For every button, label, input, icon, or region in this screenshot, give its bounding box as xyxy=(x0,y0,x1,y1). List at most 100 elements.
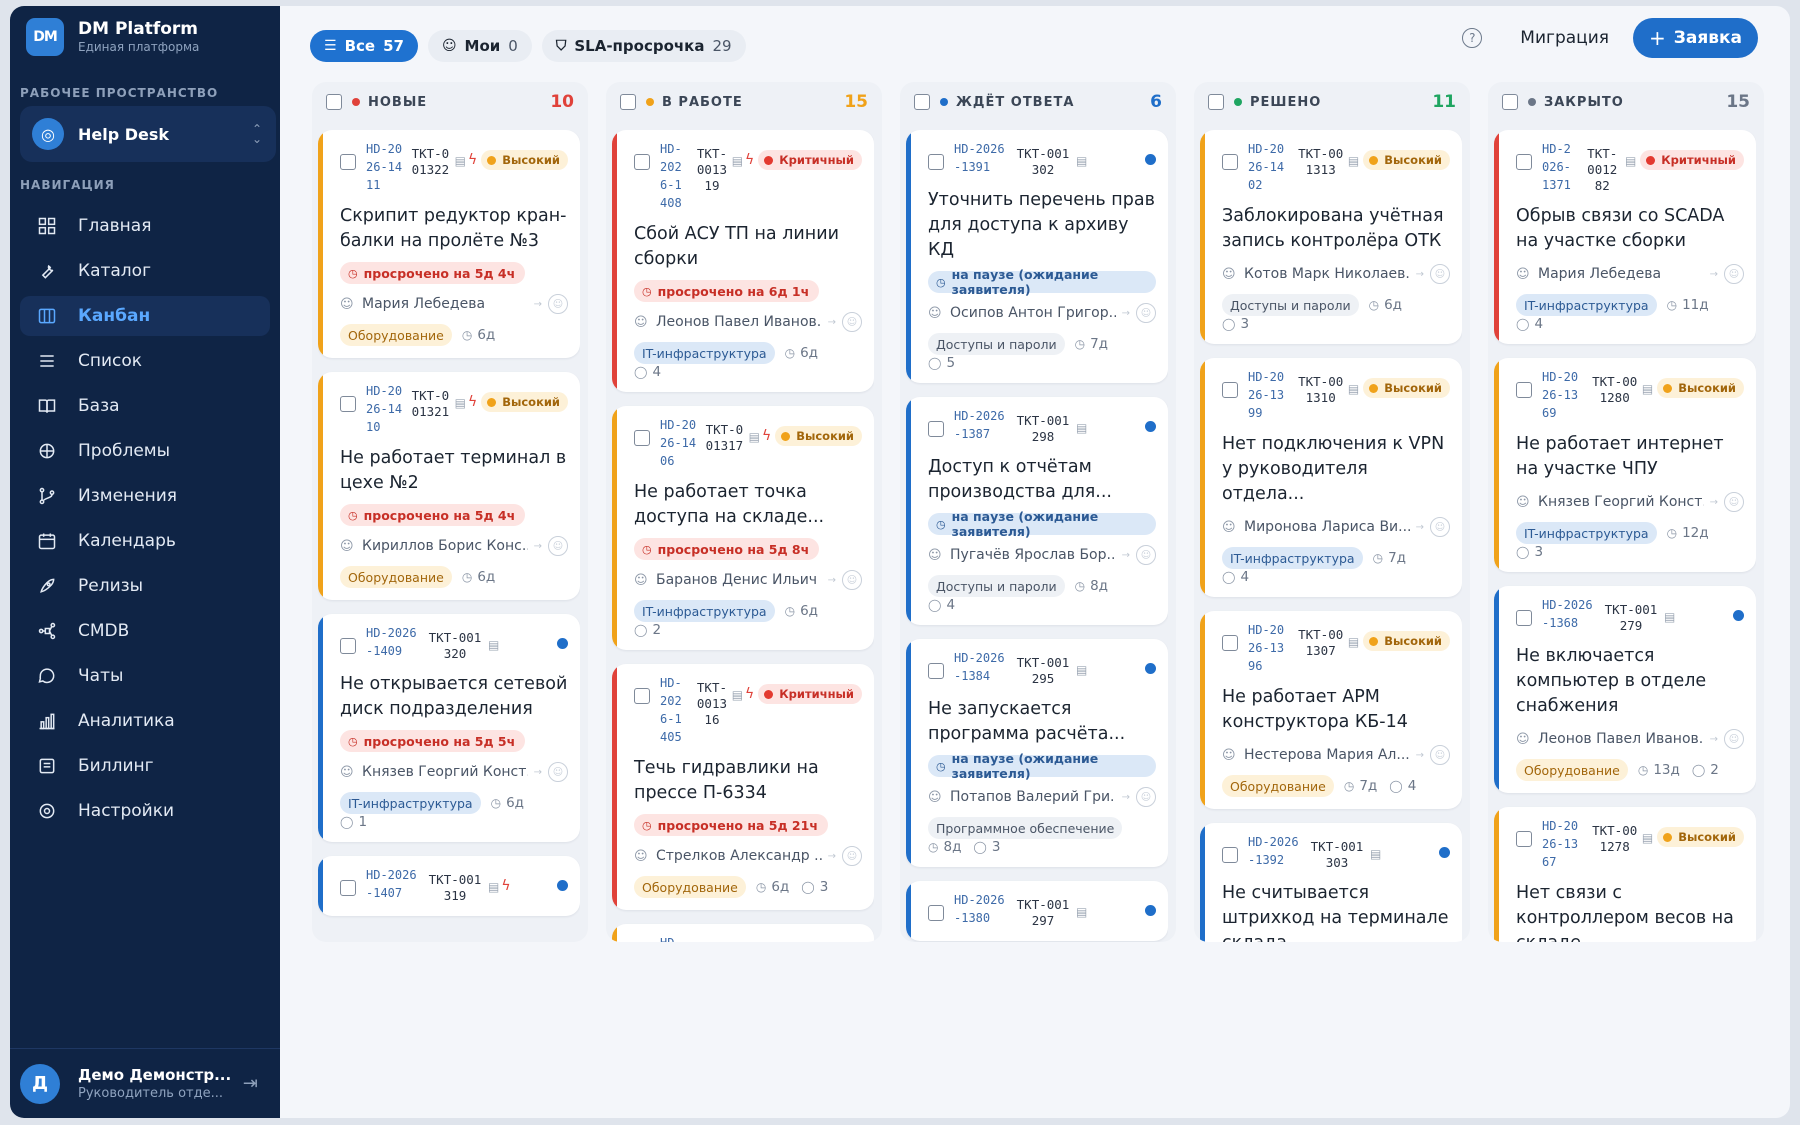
sidebar-item-0[interactable]: Главная xyxy=(20,206,270,246)
select-ticket-checkbox[interactable] xyxy=(1222,382,1238,398)
assignee-avatar-icon[interactable]: ☺ xyxy=(842,846,862,866)
ticket-hd-number[interactable]: HD-2026-1367 xyxy=(1542,819,1579,869)
assignee-avatar-icon[interactable]: ☺ xyxy=(548,536,568,556)
select-column-checkbox[interactable] xyxy=(326,94,342,110)
sidebar-item-5[interactable]: Проблемы xyxy=(20,431,270,471)
ticket-card[interactable]: HD-2026-1399 TKT-001310 ▤ Высокий Нет подклю… xyxy=(1200,358,1462,597)
assignee-avatar-icon[interactable]: ☺ xyxy=(1724,729,1744,749)
assignee-avatar-icon[interactable]: ☺ xyxy=(548,762,568,782)
ticket-card[interactable]: HD-2026-1411 TKT-001322 ▤ ϟ Высокий Скрипит р… xyxy=(318,130,580,358)
select-ticket-checkbox[interactable] xyxy=(634,688,650,704)
ticket-hd-number[interactable]: HD-2026-1399 xyxy=(1248,370,1285,420)
migration-link[interactable]: Миграция xyxy=(1520,28,1609,48)
select-column-checkbox[interactable] xyxy=(914,94,930,110)
assignee-avatar-icon[interactable]: ☺ xyxy=(1430,264,1450,284)
ticket-hd-number[interactable]: HD-2026-1408 xyxy=(660,142,682,210)
filter-sla-chip[interactable]: ⛉ SLA-просрочка 29 xyxy=(541,30,746,62)
ticket-card[interactable]: HD-2026-1408 TKT-001319 ▤ ϟ Критичный Сбой АС… xyxy=(612,130,874,392)
ticket-card[interactable]: HD-2026-1371 TKT-001282 ▤ Критичный Обрыв св… xyxy=(1494,130,1756,344)
assignee-avatar-icon[interactable]: ☺ xyxy=(1724,492,1744,512)
ticket-hd-number[interactable]: HD-2026-1410 xyxy=(366,384,403,434)
assignee-avatar-icon[interactable]: ☺ xyxy=(1136,545,1156,565)
ticket-hd-number[interactable]: HD-2026-1396 xyxy=(1248,623,1285,673)
sidebar-item-7[interactable]: Календарь xyxy=(20,521,270,561)
ticket-hd-number[interactable]: HD-2026-1391 xyxy=(954,142,1005,174)
ticket-hd-number[interactable]: HD-2026-1371 xyxy=(1542,142,1571,192)
ticket-hd-number[interactable]: HD-2026-1368 xyxy=(1542,598,1593,630)
assignee-avatar-icon[interactable]: ☺ xyxy=(548,294,568,314)
ticket-hd-number[interactable]: HD-2026-1411 xyxy=(366,142,403,192)
ticket-card[interactable]: HD-2026-1402 TKT-001313 ▤ Высокий Заблокиров… xyxy=(1200,130,1462,344)
ticket-card[interactable]: HD-2026-1405 TKT-001316 ▤ ϟ Критичный Течь ги… xyxy=(612,664,874,910)
ticket-card[interactable]: HD-2026-1409 TKT-001320 ▤ Не открывается се… xyxy=(318,614,580,842)
ticket-card[interactable]: HD-2026-1380 TKT-001297 ▤ xyxy=(906,881,1168,941)
sidebar-item-11[interactable]: Аналитика xyxy=(20,701,270,741)
select-ticket-checkbox[interactable] xyxy=(928,905,944,921)
select-ticket-checkbox[interactable] xyxy=(634,430,650,446)
ticket-card[interactable]: HD-2026-1396 TKT-001307 ▤ Высокий Не работае… xyxy=(1200,611,1462,809)
assignee-avatar-icon[interactable]: ☺ xyxy=(1724,264,1744,284)
ticket-hd-number[interactable]: HD-2026-1406 xyxy=(660,418,697,468)
ticket-hd-number[interactable]: HD-2026-1387 xyxy=(954,409,1005,441)
new-ticket-button[interactable]: + Заявка xyxy=(1633,18,1758,58)
assignee-avatar-icon[interactable]: ☺ xyxy=(1430,745,1450,765)
workspace-selector[interactable]: ◎ Help Desk ⌃ ⌄ xyxy=(20,106,276,162)
ticket-hd-number[interactable]: HD-2026-1380 xyxy=(954,893,1005,925)
sidebar-item-3[interactable]: Список xyxy=(20,341,270,381)
sidebar-item-12[interactable]: Биллинг xyxy=(20,746,270,786)
select-ticket-checkbox[interactable] xyxy=(340,638,356,654)
help-icon[interactable]: ? xyxy=(1462,28,1483,48)
select-column-checkbox[interactable] xyxy=(1502,94,1518,110)
ticket-card[interactable]: HD-2026-1369 TKT-001280 ▤ Высокий Не работае… xyxy=(1494,358,1756,572)
select-ticket-checkbox[interactable] xyxy=(1516,831,1532,847)
filter-mine-chip[interactable]: ☺ Мои 0 xyxy=(427,30,532,62)
select-ticket-checkbox[interactable] xyxy=(1222,635,1238,651)
select-ticket-checkbox[interactable] xyxy=(1516,610,1532,626)
select-column-checkbox[interactable] xyxy=(620,94,636,110)
select-column-checkbox[interactable] xyxy=(1208,94,1224,110)
ticket-hd-number[interactable]: HD-2026-1405 xyxy=(660,676,682,744)
assignee-avatar-icon[interactable]: ☺ xyxy=(1136,303,1156,323)
logout-icon[interactable]: ⇥ xyxy=(242,1073,258,1094)
ticket-card[interactable]: HD-2026-1384 TKT-001295 ▤ Не запускается пр… xyxy=(906,639,1168,867)
sidebar-item-2[interactable]: Канбан xyxy=(20,296,270,336)
sidebar-item-4[interactable]: База xyxy=(20,386,270,426)
select-ticket-checkbox[interactable] xyxy=(1516,154,1532,170)
sidebar-item-10[interactable]: Чаты xyxy=(20,656,270,696)
ticket-card[interactable]: HD-2026-1407 TKT-001319 ▤ ϟ xyxy=(318,856,580,916)
ticket-card[interactable]: HD- xyxy=(612,924,874,942)
sidebar-item-8[interactable]: Релизы xyxy=(20,566,270,606)
ticket-card[interactable]: HD-2026-1392 TKT-001303 ▤ Не считывается шт… xyxy=(1200,823,1462,942)
assignee-avatar-icon[interactable]: ☺ xyxy=(1136,787,1156,807)
filter-all-chip[interactable]: ☰ Все 57 xyxy=(310,30,418,62)
ticket-hd-number[interactable]: HD-2026-1392 xyxy=(1248,835,1299,867)
sidebar-item-1[interactable]: Каталог xyxy=(20,251,270,291)
ticket-card[interactable]: HD-2026-1387 TKT-001298 ▤ Доступ к отчётам … xyxy=(906,397,1168,625)
select-ticket-checkbox[interactable] xyxy=(1222,154,1238,170)
select-ticket-checkbox[interactable] xyxy=(634,154,650,170)
ticket-card[interactable]: HD-2026-1391 TKT-001302 ▤ Уточнить перечень… xyxy=(906,130,1168,383)
select-ticket-checkbox[interactable] xyxy=(1516,382,1532,398)
ticket-card[interactable]: HD-2026-1410 TKT-001321 ▤ ϟ Высокий Не работа… xyxy=(318,372,580,600)
assignee-avatar-icon[interactable]: ☺ xyxy=(1430,517,1450,537)
sidebar-item-6[interactable]: Изменения xyxy=(20,476,270,516)
ticket-hd-number[interactable]: HD-2026-1407 xyxy=(366,868,417,900)
ticket-card[interactable]: HD-2026-1368 TKT-001279 ▤ Не включается ком… xyxy=(1494,586,1756,793)
assignee-avatar-icon[interactable]: ☺ xyxy=(842,570,862,590)
select-ticket-checkbox[interactable] xyxy=(340,396,356,412)
ticket-hd-number[interactable]: HD- xyxy=(660,934,712,942)
ticket-hd-number[interactable]: HD-2026-1369 xyxy=(1542,370,1579,420)
ticket-hd-number[interactable]: HD-2026-1409 xyxy=(366,626,417,658)
ticket-card[interactable]: HD-2026-1406 TKT-001317 ▤ ϟ Высокий Не работа… xyxy=(612,406,874,650)
select-ticket-checkbox[interactable] xyxy=(928,154,944,170)
select-ticket-checkbox[interactable] xyxy=(928,663,944,679)
user-profile[interactable]: Д Демо Демонстр... Руководитель отде... … xyxy=(10,1048,280,1118)
ticket-hd-number[interactable]: HD-2026-1402 xyxy=(1248,142,1285,192)
ticket-hd-number[interactable]: HD-2026-1384 xyxy=(954,651,1005,683)
ticket-card[interactable]: HD-2026-1367 TKT-001278 ▤ Высокий Нет связи … xyxy=(1494,807,1756,942)
assignee-avatar-icon[interactable]: ☺ xyxy=(842,312,862,332)
select-ticket-checkbox[interactable] xyxy=(340,154,356,170)
select-ticket-checkbox[interactable] xyxy=(1222,847,1238,863)
sidebar-item-13[interactable]: Настройки xyxy=(20,791,270,831)
select-ticket-checkbox[interactable] xyxy=(928,421,944,437)
